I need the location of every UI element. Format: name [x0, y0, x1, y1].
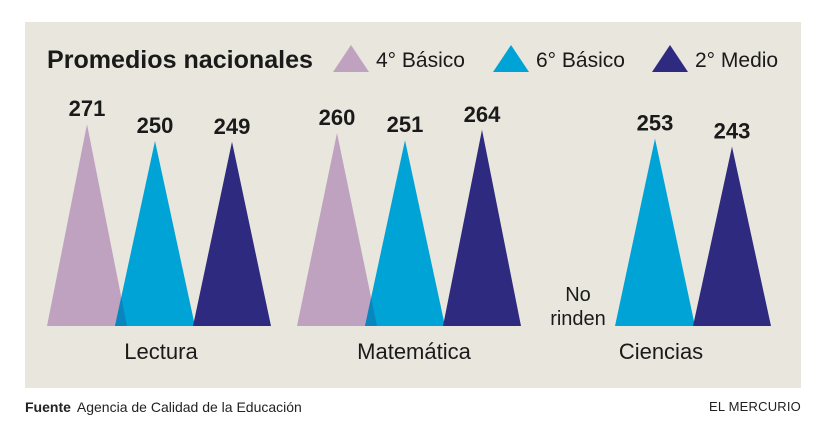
value-label-matematica-6-basico: 251: [387, 112, 424, 137]
triangle-matematica-4-basico: [297, 133, 377, 326]
legend-marker-2-medio: [652, 45, 688, 72]
missing-note: No rinden: [550, 284, 606, 330]
overlap-lectura-4-6: [115, 297, 127, 326]
chart-title: Promedios nacionales: [47, 46, 313, 74]
category-label-matematica: Matemática: [357, 339, 471, 364]
value-label-matematica-4-basico: 260: [319, 105, 356, 130]
value-label-lectura-2-medio: 249: [214, 114, 251, 139]
overlap-matematica-6-2: [443, 321, 445, 326]
triangle-matematica-6-basico: [365, 140, 445, 326]
value-label-matematica-2-medio: 264: [464, 102, 501, 127]
overlap-matematica-4-6: [365, 297, 377, 326]
triangle-matematica-2-medio: [443, 129, 521, 326]
legend-label-4-basico: 4° Básico: [376, 49, 465, 72]
overlap-lectura-6-2: [193, 321, 195, 326]
legend-marker-4-basico: [333, 45, 369, 72]
brand-name: EL MERCURIO: [708, 399, 801, 414]
triangle-lectura-2-medio: [193, 141, 271, 326]
legend-marker-6-basico: [493, 45, 529, 72]
overlap-ciencias-6-2: [693, 321, 695, 326]
legend-label-6-basico: 6° Básico: [536, 49, 625, 72]
value-label-lectura-4-basico: 271: [69, 96, 106, 121]
triangle-lectura-4-basico: [47, 124, 127, 326]
value-label-ciencias-6-basico: 253: [637, 111, 674, 136]
source-label: Fuente: [25, 399, 71, 415]
legend-label-2-medio: 2° Medio: [695, 49, 778, 72]
footer: Fuente Agencia de Calidad de la Educación…: [25, 399, 801, 421]
category-label-ciencias: Ciencias: [619, 339, 703, 364]
triangle-ciencias-2-medio: [693, 146, 771, 326]
value-label-lectura-6-basico: 250: [137, 113, 174, 138]
source-value: Agencia de Calidad de la Educación: [76, 399, 302, 415]
triangle-lectura-6-basico: [115, 141, 195, 326]
value-label-ciencias-2-medio: 243: [714, 119, 751, 144]
triangle-ciencias-6-basico: [615, 138, 695, 326]
category-label-lectura: Lectura: [124, 339, 198, 364]
